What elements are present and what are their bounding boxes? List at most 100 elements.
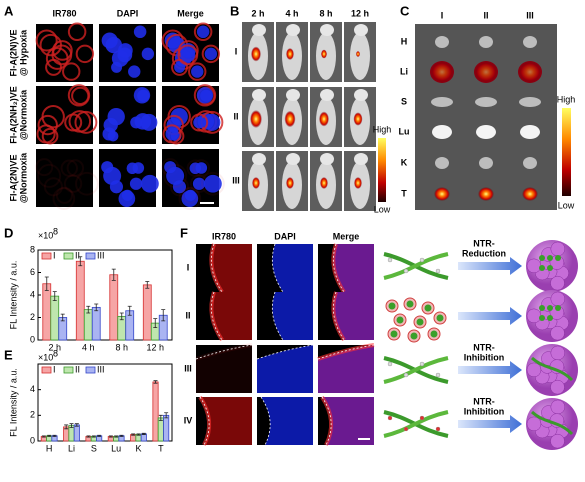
aggregate-core xyxy=(555,255,561,261)
nucleus xyxy=(140,113,158,131)
error-bar xyxy=(47,434,52,437)
column-header: III xyxy=(526,10,534,20)
cell-stain xyxy=(178,187,202,210)
legend-swatch xyxy=(63,366,74,374)
fluorescence-spot xyxy=(284,110,296,128)
column-header: II xyxy=(483,10,488,20)
tissue xyxy=(318,345,374,393)
nucleus xyxy=(174,61,186,73)
error-bar xyxy=(136,433,141,436)
error-bar xyxy=(158,414,163,421)
tissue-boundary xyxy=(317,344,375,360)
tissue-boundary xyxy=(271,291,284,341)
error-bar xyxy=(41,435,46,438)
fiber-bead xyxy=(387,361,393,367)
tissue-boundary xyxy=(321,396,332,446)
mouse-head xyxy=(252,89,266,101)
aggregate-core xyxy=(539,305,545,311)
error-bar xyxy=(111,268,116,281)
error-bar xyxy=(69,423,74,428)
nucleus xyxy=(130,116,143,129)
tissue-boundary xyxy=(210,243,223,293)
mouse-head xyxy=(354,89,368,101)
column-header: 4 h xyxy=(285,8,298,18)
x-tick-label: K xyxy=(135,443,141,453)
tissue-boundary xyxy=(199,396,210,446)
error-bar xyxy=(64,424,69,430)
row-label: Fl-A(2NH₂)VE xyxy=(8,86,18,144)
fluorescence-spot xyxy=(251,46,261,62)
schematic-label: Inhibition xyxy=(464,352,505,362)
error-bar xyxy=(131,433,136,436)
panel-letter: A xyxy=(4,3,14,18)
mouse-head xyxy=(354,153,368,165)
aggregate-core xyxy=(539,255,545,261)
axis-multiplier-exponent: 8 xyxy=(53,226,58,236)
nucleus xyxy=(165,127,179,141)
schematic-label: NTR- xyxy=(473,342,495,352)
fluorescence-spot xyxy=(250,110,262,128)
aggregate-bead xyxy=(550,241,566,257)
fluorescence-spot xyxy=(354,177,362,189)
row-label: @Normoxia xyxy=(18,89,28,140)
mouse-head xyxy=(286,24,300,36)
nucleus xyxy=(192,177,206,190)
arrow xyxy=(458,257,522,275)
mouse-body xyxy=(350,32,370,80)
legend-label: III xyxy=(97,364,105,374)
cell-stain xyxy=(67,84,91,107)
organ xyxy=(435,36,449,48)
mouse-head xyxy=(320,153,334,165)
tissue xyxy=(333,244,374,292)
x-tick-label: 12 h xyxy=(146,342,164,352)
fiber-bead xyxy=(435,372,441,378)
legend-swatch xyxy=(41,252,52,260)
nucleus xyxy=(133,87,151,104)
y-tick-label: 2 xyxy=(30,312,35,322)
nanoparticle-core xyxy=(388,302,396,310)
mouse-head xyxy=(286,153,300,165)
aggregate-bead xyxy=(526,362,542,378)
axis-multiplier: ×10 xyxy=(38,352,53,362)
organ xyxy=(522,187,538,201)
fluorescence-spot xyxy=(319,111,329,127)
nucleus xyxy=(103,166,122,185)
legend-label: II xyxy=(75,250,80,260)
cell-stain xyxy=(37,163,62,188)
x-tick-label: S xyxy=(91,443,97,453)
error-bar xyxy=(44,276,49,291)
micrograph xyxy=(36,149,93,207)
nucleus xyxy=(196,87,214,104)
row-label: III xyxy=(232,175,240,185)
aggregate-core xyxy=(547,255,553,261)
error-bar xyxy=(119,312,124,321)
error-bar xyxy=(52,291,57,302)
error-bar xyxy=(94,303,99,312)
schematic-label: NTR- xyxy=(473,396,495,406)
nucleus xyxy=(203,113,221,131)
bar xyxy=(42,283,52,341)
nanoparticle-core xyxy=(436,314,444,322)
mouse-head xyxy=(320,89,334,101)
error-bar xyxy=(164,412,169,419)
legend-swatch xyxy=(85,366,96,374)
column-header: Merge xyxy=(177,8,204,18)
fluorescence-spot xyxy=(353,112,363,126)
cell-stain xyxy=(177,44,199,66)
aggregate-bead xyxy=(550,433,565,449)
aggregate-bead xyxy=(550,325,565,341)
aggregate-bead xyxy=(526,416,542,432)
column-header: DAPI xyxy=(274,231,296,241)
nucleus xyxy=(102,127,116,141)
organ xyxy=(432,125,452,139)
cell-stain xyxy=(193,22,213,42)
row-label: K xyxy=(401,157,408,167)
bar xyxy=(83,309,93,341)
x-tick-label: T xyxy=(158,443,164,453)
aggregate-core xyxy=(547,265,553,271)
cell-stain xyxy=(190,113,209,132)
tissue-boundary xyxy=(260,396,271,446)
cell-stain xyxy=(55,186,74,204)
cell-stain xyxy=(162,124,182,144)
